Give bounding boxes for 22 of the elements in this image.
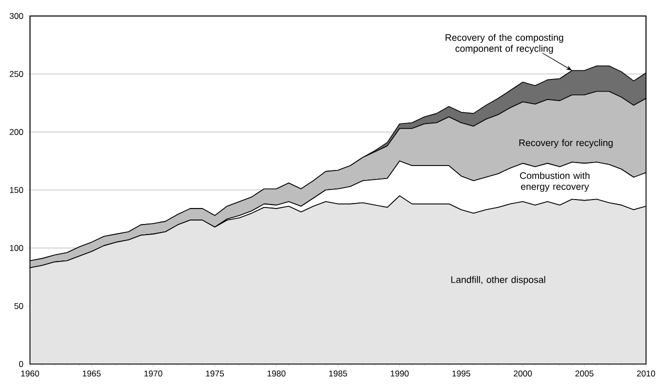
x-tick-label: 1985 bbox=[329, 370, 348, 377]
series-label: Combustion with energy recovery bbox=[520, 172, 590, 192]
x-tick-label: 2005 bbox=[575, 370, 594, 377]
x-tick-label: 1995 bbox=[452, 370, 470, 377]
x-tick-label: 1965 bbox=[82, 370, 101, 377]
x-tick-label: 2000 bbox=[514, 370, 532, 377]
series-label: Landfill, other disposal bbox=[451, 276, 546, 285]
x-tick-label: 1960 bbox=[21, 370, 40, 377]
y-tick-label: 150 bbox=[10, 187, 24, 193]
x-tick-label: 1975 bbox=[206, 370, 224, 377]
x-tick-label: 1970 bbox=[144, 370, 162, 377]
y-tick-label: 300 bbox=[10, 13, 24, 19]
y-tick-label: 250 bbox=[10, 71, 24, 77]
x-tick-label: 1990 bbox=[390, 370, 409, 377]
x-tick-label: 1980 bbox=[268, 370, 286, 377]
y-tick-label: 100 bbox=[10, 245, 24, 251]
y-tick-label: 200 bbox=[10, 129, 24, 135]
text: Recovery of the composting component of recycling bbox=[446, 34, 564, 54]
y-tick-label: 0 bbox=[19, 361, 24, 367]
y-tick-label: 50 bbox=[14, 303, 24, 309]
series-label: Recovery for recycling bbox=[519, 139, 613, 148]
x-tick-label: 2010 bbox=[637, 370, 656, 377]
